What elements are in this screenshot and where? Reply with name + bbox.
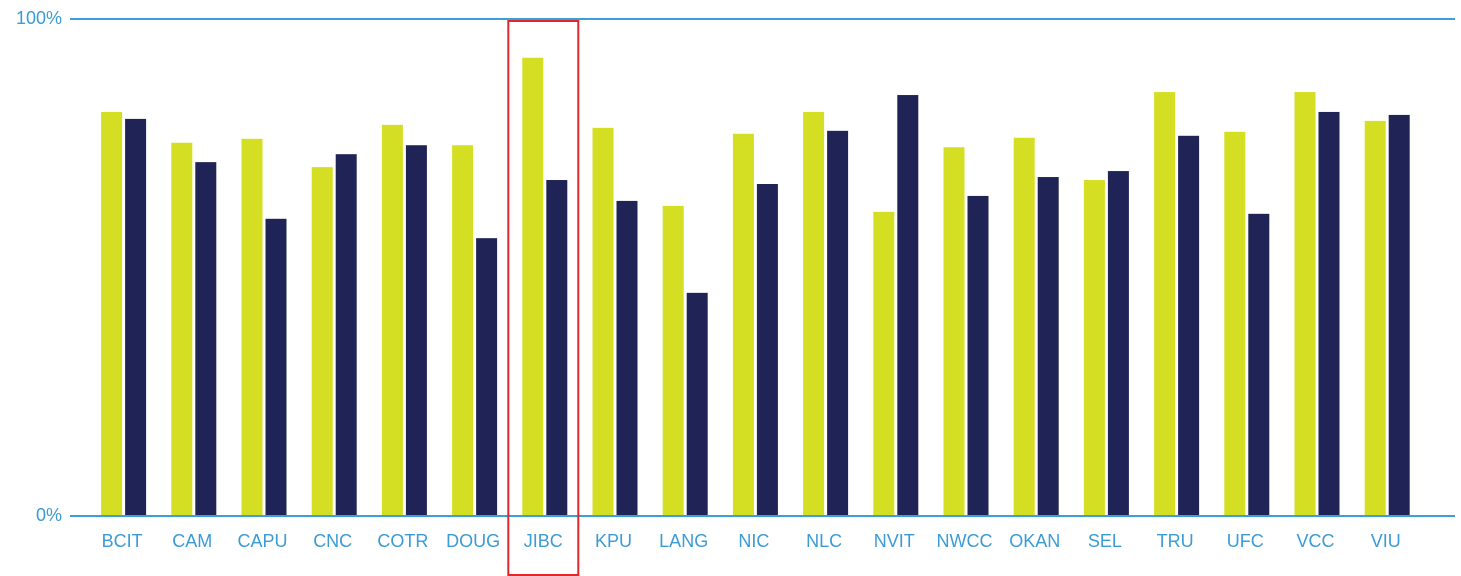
- bar: [592, 127, 614, 516]
- bar: [546, 180, 568, 516]
- x-tick-label: VIU: [1371, 531, 1401, 551]
- bar: [1364, 120, 1386, 516]
- bar: [476, 238, 498, 516]
- x-tick-label: VCC: [1296, 531, 1334, 551]
- x-tick-label: JIBC: [524, 531, 563, 551]
- bar: [452, 145, 474, 516]
- bar: [335, 154, 357, 516]
- bar: [1388, 114, 1410, 517]
- bar: [195, 162, 217, 517]
- x-tick-label: CAPU: [237, 531, 287, 551]
- bar: [873, 211, 895, 516]
- bar: [311, 167, 333, 516]
- x-tick-label: NIC: [738, 531, 769, 551]
- bar: [241, 138, 263, 517]
- x-tick-label: CNC: [313, 531, 352, 551]
- bar: [1013, 137, 1035, 516]
- bar: [827, 130, 849, 516]
- y-tick-label: 0%: [36, 505, 62, 525]
- x-tick-label: LANG: [659, 531, 708, 551]
- bar: [101, 111, 123, 517]
- bar: [732, 133, 754, 516]
- bar: [803, 111, 825, 517]
- x-tick-label: NWCC: [937, 531, 993, 551]
- bar: [1294, 92, 1316, 517]
- bar: [1224, 131, 1246, 516]
- x-tick-label: SEL: [1088, 531, 1122, 551]
- bar: [381, 124, 403, 517]
- x-tick-label: NLC: [806, 531, 842, 551]
- x-tick-label: NVIT: [874, 531, 915, 551]
- x-tick-label: KPU: [595, 531, 632, 551]
- x-tick-label: OKAN: [1009, 531, 1060, 551]
- bar: [756, 184, 778, 516]
- bar: [897, 95, 919, 516]
- bar: [1318, 111, 1340, 517]
- bar: [616, 200, 638, 517]
- bar: [1178, 135, 1200, 517]
- bar: [265, 218, 287, 516]
- bar: [522, 57, 544, 517]
- x-tick-label: CAM: [172, 531, 212, 551]
- highlight-box: [507, 20, 580, 576]
- bar: [943, 147, 965, 516]
- bar: [171, 142, 193, 517]
- bar: [967, 195, 989, 516]
- bar: [405, 145, 427, 516]
- bar: [1083, 180, 1105, 516]
- bar: [1154, 92, 1176, 517]
- bar: [1107, 171, 1129, 516]
- bar: [1248, 213, 1270, 516]
- bar: [686, 292, 708, 516]
- x-tick-label: DOUG: [446, 531, 500, 551]
- x-tick-label: UFC: [1227, 531, 1264, 551]
- bar: [662, 205, 684, 516]
- bar: [1037, 177, 1059, 516]
- x-tick-label: COTR: [377, 531, 428, 551]
- x-tick-label: BCIT: [102, 531, 143, 551]
- y-tick-label: 100%: [16, 8, 62, 28]
- x-tick-label: TRU: [1157, 531, 1194, 551]
- bar: [125, 118, 147, 516]
